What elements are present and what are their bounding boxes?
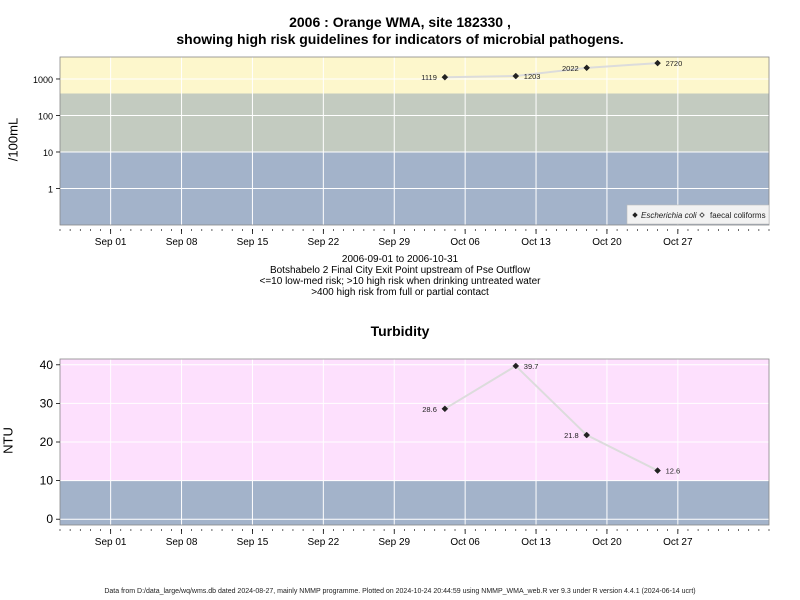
data-point — [654, 467, 661, 474]
caption-site: Botshabelo 2 Final City Exit Point upstr… — [269, 265, 531, 276]
y-tick-label: 10 — [40, 474, 54, 488]
data-label: 1119 — [421, 73, 437, 82]
data-label: 12.6 — [666, 467, 681, 476]
x-tick-label: Oct 06 — [450, 237, 480, 248]
legend-label: faecal coliforms — [710, 211, 766, 220]
risk-band — [60, 480, 769, 525]
data-label: 21.8 — [564, 431, 579, 440]
data-point — [583, 431, 591, 439]
legend-label: Escherichia coli — [641, 211, 697, 220]
x-tick-label: Oct 27 — [663, 537, 693, 548]
data-label: 1203 — [524, 72, 541, 81]
x-tick-label: Oct 13 — [521, 237, 551, 248]
data-point — [512, 362, 520, 370]
footer-note: Data from D:/data_large/wq/wms.db dated … — [104, 588, 696, 595]
y-tick-label: 100 — [38, 111, 53, 121]
data-point — [512, 72, 520, 80]
legend-marker — [699, 212, 705, 218]
series-line — [444, 364, 659, 472]
x-tick-label: Sep 01 — [95, 237, 127, 248]
data-label: 2720 — [666, 59, 683, 68]
y-tick-label: 30 — [40, 396, 54, 410]
chart-title: 2006 : Orange WMA, site 182330 , — [289, 14, 511, 30]
turbidity-chart: 0 10 20 30 40 Sep 01 Sep 08 Sep 15 Sep 22 Sep 29 O… — [40, 358, 770, 548]
legend-box — [626, 204, 770, 225]
data-point — [654, 59, 661, 67]
y-tick-label: 40 — [40, 358, 54, 372]
x-tick-label: Oct 27 — [663, 237, 693, 248]
x-tick-label: Oct 20 — [592, 237, 622, 248]
caption-high-risk: >400 high risk from full or partial cont… — [311, 287, 489, 298]
data-label: 28.6 — [422, 405, 437, 414]
caption-low-risk: <=10 low-med risk; >10 high risk when dr… — [259, 276, 541, 287]
data-point — [583, 64, 591, 72]
risk-band — [60, 57, 769, 94]
risk-band — [60, 359, 769, 481]
bacteria-chart: 1 10 100 1000 Sep 01 Sep 08 Sep 15 Sep 22 Sep 29… — [33, 56, 770, 248]
x-tick-label: Oct 13 — [521, 537, 551, 548]
x-tick-label: Sep 01 — [95, 537, 127, 548]
x-tick-label: Sep 08 — [166, 537, 198, 548]
x-tick-label: Sep 22 — [307, 237, 339, 248]
y-tick-label: 1 — [48, 184, 53, 194]
series-line — [444, 62, 658, 79]
x-tick-label: Oct 20 — [592, 537, 622, 548]
data-label: 2022 — [562, 64, 579, 73]
risk-band — [60, 93, 769, 152]
data-point — [441, 405, 449, 413]
y-tick-label: 20 — [40, 435, 54, 449]
x-tick-label: Sep 15 — [237, 237, 269, 248]
y-tick-label: 0 — [46, 512, 53, 526]
chart-subtitle: showing high risk guidelines for indicat… — [176, 31, 624, 47]
x-tick-label: Sep 15 — [237, 537, 269, 548]
y-tick-label: 10 — [43, 148, 53, 158]
plot-frame — [59, 56, 770, 226]
legend-marker — [632, 212, 638, 218]
data-label: 39.7 — [524, 362, 539, 371]
x-tick-label: Sep 29 — [378, 237, 410, 248]
y-tick-label: 1000 — [33, 75, 53, 85]
x-tick-label: Sep 29 — [378, 537, 410, 548]
x-tick-label: Sep 08 — [166, 237, 198, 248]
x-tick-label: Sep 22 — [307, 537, 339, 548]
x-tick-label: Oct 06 — [450, 537, 480, 548]
turbidity-title: Turbidity — [370, 323, 430, 339]
caption-date-range: 2006-09-01 to 2006-10-31 — [341, 254, 459, 265]
data-point — [441, 73, 449, 81]
